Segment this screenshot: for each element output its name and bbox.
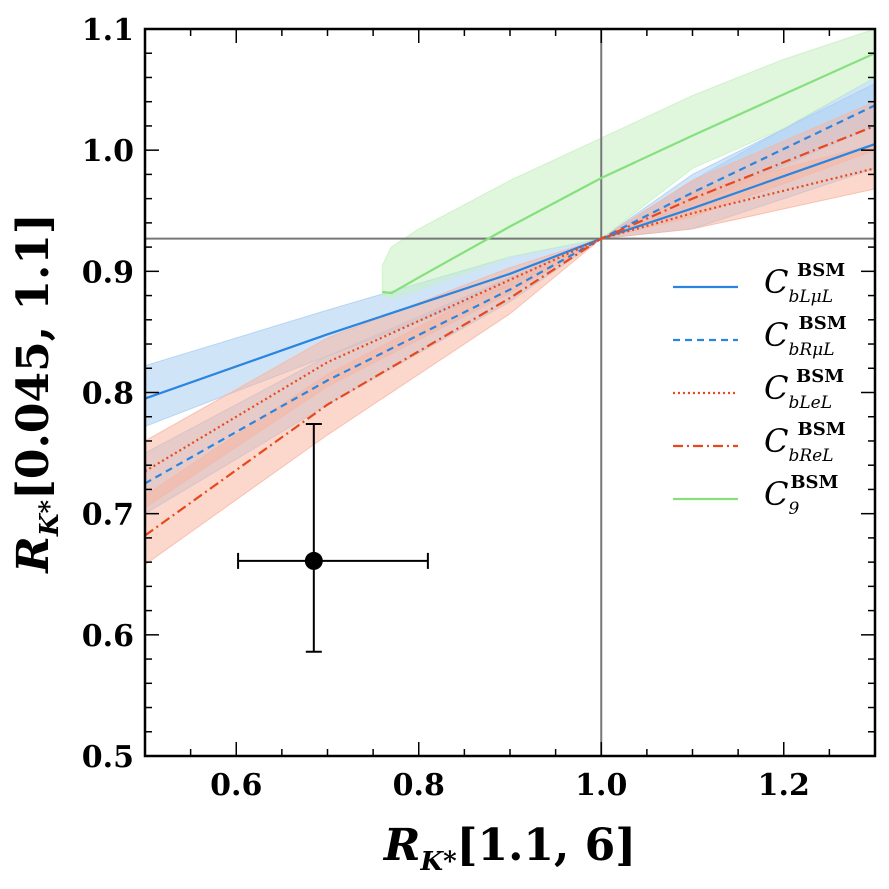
series-line-0 bbox=[145, 143, 875, 400]
legend-label-3: CbReL BSM bbox=[764, 419, 846, 466]
legend-label-sub: bLμL bbox=[788, 287, 833, 307]
legend-label-sub: bRμL bbox=[788, 340, 834, 360]
legend-label-sup: BSM bbox=[796, 366, 844, 387]
legend-label-main: C bbox=[764, 369, 788, 407]
y-tick-label: 0.6 bbox=[82, 619, 134, 654]
y-tick-label: 0.5 bbox=[82, 740, 134, 775]
x-axis-label-sub: K* bbox=[419, 847, 457, 877]
legend-label-main: C bbox=[764, 316, 788, 354]
x-tick-label: 1.0 bbox=[575, 768, 627, 803]
legend-label-sup: BSM bbox=[798, 419, 846, 440]
legend-label-sub: bLeL bbox=[788, 393, 832, 413]
measurement-point bbox=[237, 423, 429, 653]
legend-label-sup: BSM bbox=[790, 472, 838, 493]
band-4 bbox=[381, 29, 875, 299]
y-tick-label: 0.9 bbox=[82, 255, 134, 290]
axis-labels: RK*[1.1, 6] RK*[0.045, 1.1] bbox=[8, 213, 636, 877]
legend-label-1: CbRμL BSM bbox=[764, 313, 847, 360]
legend-label-sub: bReL bbox=[788, 446, 833, 466]
legend-label-main: C bbox=[764, 263, 788, 301]
legend-label-0: CbLμL BSM bbox=[764, 260, 845, 307]
reference-lines bbox=[145, 29, 875, 756]
legend-label-sup: BSM bbox=[799, 313, 847, 334]
measurement-marker bbox=[304, 551, 323, 570]
legend-label-4: C9 BSM bbox=[764, 472, 839, 519]
x-tick-label: 0.8 bbox=[393, 768, 445, 803]
series-lines bbox=[145, 52, 875, 537]
y-tick-label: 1.0 bbox=[82, 134, 134, 169]
band-3 bbox=[145, 101, 875, 566]
legend-label-main: C bbox=[764, 475, 788, 513]
legend-label-sub: 9 bbox=[788, 499, 799, 519]
x-axis-label: RK*[1.1, 6] bbox=[382, 820, 636, 877]
y-axis-label-main: R bbox=[8, 536, 59, 575]
plot-frame bbox=[143, 27, 877, 758]
legend-label-2: CbLeL BSM bbox=[764, 366, 844, 413]
tick-labels: 0.6 0.8 1.0 1.2 0.5 0.6 0.7 0.8 0.9 1.0 1.1 bbox=[82, 13, 810, 803]
series-line-3 bbox=[145, 124, 875, 537]
legend-label-sup: BSM bbox=[797, 260, 845, 281]
y-tick-label: 1.1 bbox=[82, 13, 134, 48]
x-axis-label-rest: [1.1, 6] bbox=[457, 820, 636, 871]
x-axis-label-main: R bbox=[382, 820, 421, 871]
x-tick-label: 1.2 bbox=[758, 768, 810, 803]
y-axis-label-sub: K* bbox=[35, 500, 65, 538]
series-line-4 bbox=[382, 52, 875, 295]
series-line-1 bbox=[145, 104, 875, 485]
x-tick-label: 0.6 bbox=[210, 768, 262, 803]
legend-label-main: C bbox=[764, 422, 788, 460]
y-axis-label-rest: [0.045, 1.1] bbox=[8, 213, 59, 500]
y-tick-label: 0.8 bbox=[82, 377, 134, 412]
y-tick-label: 0.7 bbox=[82, 498, 134, 533]
y-axis-label: RK*[0.045, 1.1] bbox=[8, 213, 65, 574]
